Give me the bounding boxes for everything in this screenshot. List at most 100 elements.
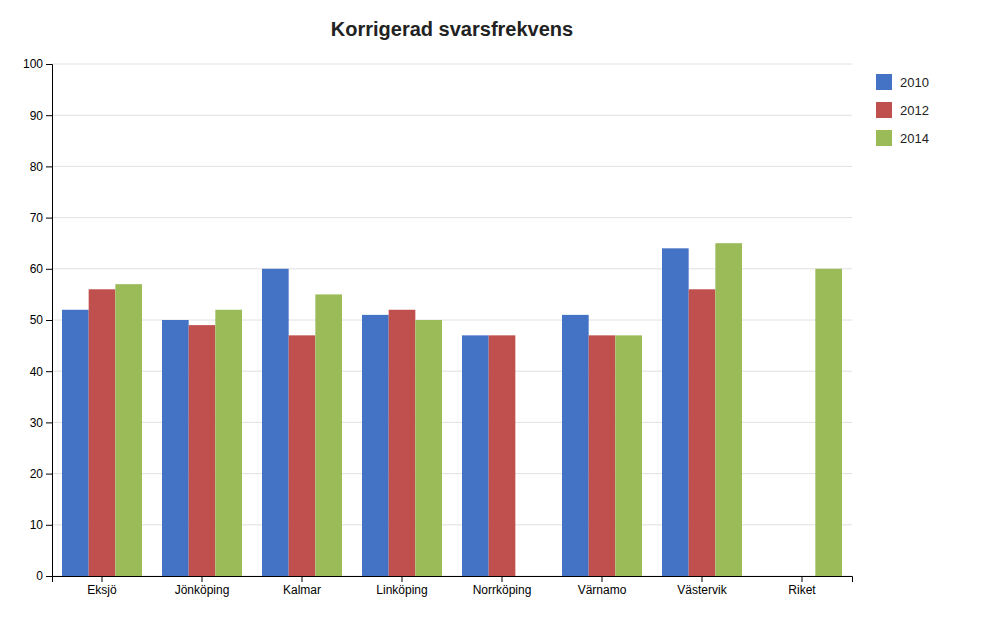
y-tick-mark: [46, 269, 52, 270]
plot-area: Eksjö Jönköping Kalmar Linköping Norrköping V…: [23, 57, 853, 596]
y-tick-label: 20: [30, 467, 44, 481]
bar: [262, 269, 289, 576]
bar: [362, 315, 389, 576]
x-tick-mark: [102, 576, 103, 582]
x-tick: Kalmar: [283, 576, 321, 597]
y-tick: 70: [30, 211, 52, 225]
legend-label: 2014: [900, 131, 929, 146]
x-tick-label: Eksjö: [87, 583, 117, 597]
bar: [462, 335, 489, 576]
x-tick-mark: [402, 576, 403, 582]
grid-line: [52, 217, 852, 218]
bar: [62, 310, 89, 576]
bar: [162, 320, 189, 576]
bar: [815, 269, 842, 576]
legend-swatch: [876, 130, 892, 146]
y-axis-line: [46, 65, 53, 577]
y-tick: 0: [36, 569, 52, 583]
y-tick: 30: [30, 416, 52, 430]
legend-label: 2010: [900, 75, 929, 90]
x-tick-mark: [202, 576, 203, 582]
x-tick-label: Jönköping: [175, 583, 230, 597]
y-tick-mark: [46, 166, 52, 167]
x-tick-label: Värnamo: [578, 583, 627, 597]
bar: [215, 310, 242, 576]
y-axis: 0 10 20 30 40 50 60 70 80 90 100: [23, 57, 53, 583]
bar: [615, 335, 642, 576]
y-tick-label: 90: [30, 109, 44, 123]
y-tick-mark: [46, 115, 52, 116]
x-axis: Eksjö Jönköping Kalmar Linköping Norrköping V…: [53, 576, 853, 597]
legend-label: 2012: [900, 103, 929, 118]
x-tick: Västervik: [677, 576, 727, 597]
y-tick-label: 100: [23, 57, 43, 71]
bar: [415, 320, 442, 576]
grid-line: [52, 166, 852, 167]
y-tick: 90: [30, 109, 52, 123]
y-tick-mark: [46, 218, 52, 219]
bar: [689, 289, 716, 576]
y-tick-mark: [46, 371, 52, 372]
x-tick: Linköping: [376, 576, 427, 597]
y-tick: 10: [30, 518, 52, 532]
y-tick-label: 40: [30, 365, 44, 379]
y-tick-label: 50: [30, 313, 44, 327]
bar: [489, 335, 516, 576]
x-tick-label: Riket: [788, 583, 816, 597]
y-tick-label: 80: [30, 160, 44, 174]
legend-swatch: [876, 74, 892, 90]
x-axis-line: [53, 577, 853, 583]
x-tick: Jönköping: [175, 576, 230, 597]
y-tick: 60: [30, 262, 52, 276]
y-tick-mark: [46, 320, 52, 321]
y-tick: 20: [30, 467, 52, 481]
y-tick-mark: [46, 474, 52, 475]
y-tick-mark: [46, 422, 52, 423]
y-tick: 50: [30, 313, 52, 327]
bar: [315, 294, 342, 576]
y-tick-mark: [46, 576, 52, 577]
x-tick-label: Linköping: [376, 583, 427, 597]
y-tick-label: 60: [30, 262, 44, 276]
y-tick-label: 70: [30, 211, 44, 225]
grid: [52, 64, 852, 576]
bar: [189, 325, 216, 576]
x-tick-label: Kalmar: [283, 583, 321, 597]
chart-container: Korrigerad svarsfrekvens Eksjö Jönköping Ka…: [0, 0, 982, 620]
x-tick: Eksjö: [87, 576, 117, 597]
bar: [562, 315, 589, 576]
x-tick-mark: [602, 576, 603, 582]
x-tick-label: Västervik: [677, 583, 727, 597]
y-tick-mark: [46, 64, 52, 65]
x-tick-mark: [702, 576, 703, 582]
x-tick-mark: [302, 576, 303, 582]
bar: [289, 335, 316, 576]
bar: [89, 289, 116, 576]
x-tick: Riket: [788, 576, 816, 597]
bar: [662, 248, 689, 576]
y-tick-label: 30: [30, 416, 44, 430]
chart-title: Korrigerad svarsfrekvens: [331, 18, 573, 40]
y-tick: 80: [30, 160, 52, 174]
x-tick-mark: [802, 576, 803, 582]
y-tick-mark: [46, 525, 52, 526]
x-tick-mark: [502, 576, 503, 582]
bar: [589, 335, 616, 576]
x-tick: Värnamo: [578, 576, 627, 597]
bars: [62, 243, 842, 576]
grid-line: [52, 115, 852, 116]
y-tick-label: 10: [30, 518, 44, 532]
legend-item: 2012: [876, 102, 929, 118]
y-tick-label: 0: [36, 569, 43, 583]
bar: [715, 243, 742, 576]
bar: [389, 310, 416, 576]
y-tick: 100: [23, 57, 52, 71]
legend-swatch: [876, 102, 892, 118]
legend-item: 2010: [876, 74, 929, 90]
grid-line: [52, 64, 852, 65]
legend-item: 2014: [876, 130, 929, 146]
bar: [115, 284, 142, 576]
y-tick: 40: [30, 365, 52, 379]
x-tick-label: Norrköping: [473, 583, 532, 597]
x-tick: Norrköping: [473, 576, 532, 597]
